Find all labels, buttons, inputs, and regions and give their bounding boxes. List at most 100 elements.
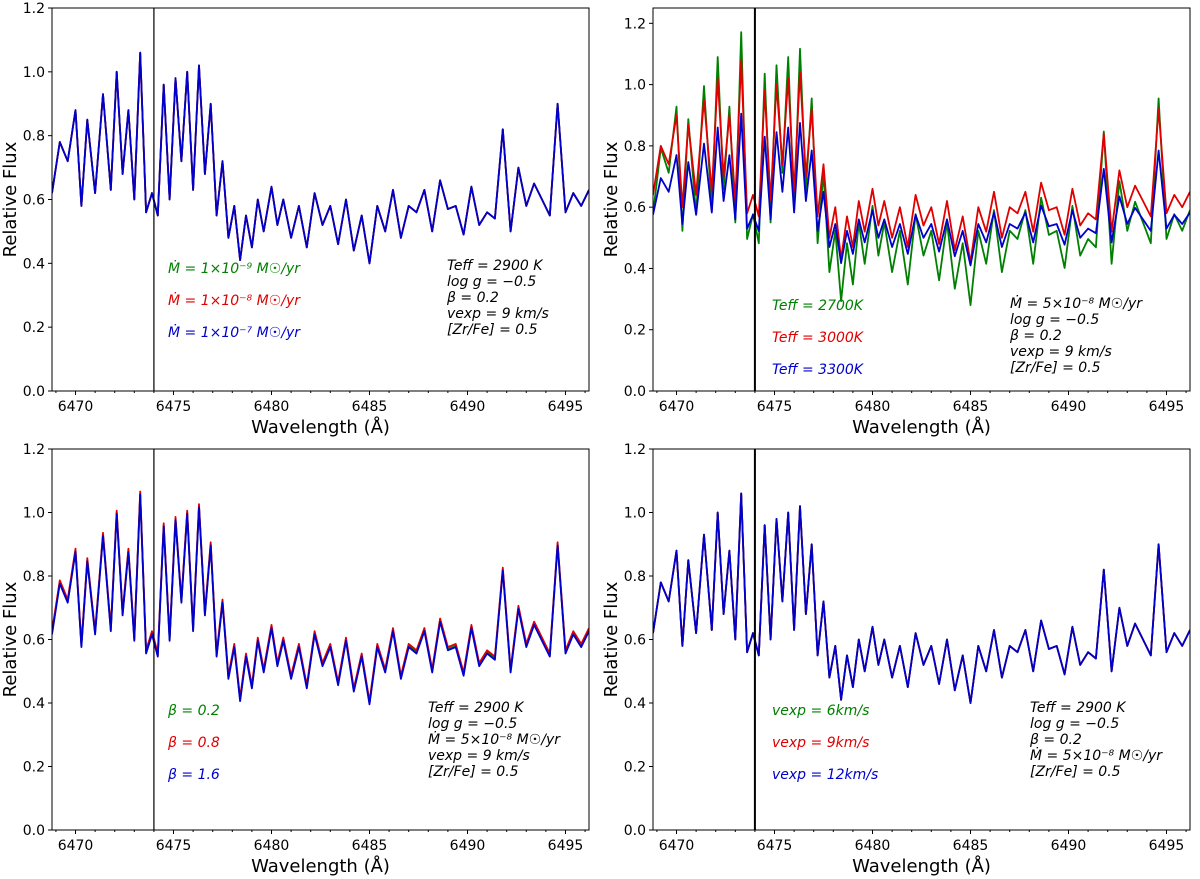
- parameter-line-4: Ṁ = 5×10⁻⁸ M☉/yr: [1030, 746, 1163, 764]
- legend-entry-3: Teff = 3300K: [772, 362, 865, 378]
- x-tick-label: 6475: [156, 399, 192, 415]
- y-axis-label: Relative Flux: [601, 141, 622, 257]
- parameter-line-3: β = 0.2: [1009, 328, 1062, 344]
- parameter-line-5: [Zr/Fe] = 0.5: [1010, 360, 1101, 376]
- legend-entry-1: Teff = 2700K: [772, 298, 865, 314]
- legend-entry-3: Ṁ = 1×10⁻⁷ M☉/yr: [168, 323, 301, 341]
- x-tick-label: 6480: [254, 399, 290, 415]
- y-tick-label: 0.4: [23, 696, 45, 712]
- y-tick-label: 0.4: [624, 261, 646, 277]
- y-tick-label: 0.2: [624, 323, 646, 339]
- y-tick-label: 0.6: [624, 200, 646, 216]
- parameter-line-2: log g = −0.5: [428, 716, 517, 732]
- y-tick-label: 0.2: [624, 760, 646, 776]
- series-line-3: [52, 51, 589, 265]
- series-line-2: [52, 51, 589, 265]
- series-line-2: [653, 59, 1190, 264]
- y-tick-label: 0.0: [624, 823, 646, 839]
- y-tick-label: 0.4: [23, 256, 45, 272]
- parameter-line-1: Ṁ = 5×10⁻⁸ M☉/yr: [1010, 294, 1143, 312]
- series-line-2: [52, 490, 589, 702]
- legend-entry-2: vexp = 9km/s: [772, 735, 869, 751]
- parameter-line-3: Ṁ = 5×10⁻⁸ M☉/yr: [428, 730, 561, 748]
- y-tick-label: 0.8: [23, 129, 45, 145]
- parameter-line-1: Teff = 2900 K: [428, 700, 525, 716]
- parameter-line-5: [Zr/Fe] = 0.5: [447, 322, 538, 338]
- x-tick-label: 6475: [156, 838, 192, 854]
- legend-entry-3: vexp = 12km/s: [772, 767, 878, 783]
- y-tick-label: 1.2: [23, 442, 45, 458]
- parameter-line-4: vexp = 9 km/s: [428, 748, 530, 764]
- x-tick-label: 6485: [352, 399, 388, 415]
- y-tick-label: 0.6: [23, 193, 45, 209]
- y-tick-label: 0.2: [23, 320, 45, 336]
- parameter-line-2: log g = −0.5: [1010, 312, 1099, 328]
- x-tick-label: 6480: [855, 838, 891, 854]
- parameter-line-1: Teff = 2900 K: [1030, 700, 1127, 716]
- y-tick-label: 1.0: [624, 78, 646, 94]
- legend-entry-2: Teff = 3000K: [772, 330, 865, 346]
- x-tick-label: 6490: [450, 838, 486, 854]
- x-tick-label: 6475: [757, 838, 793, 854]
- x-tick-label: 6480: [855, 399, 891, 415]
- y-tick-label: 1.2: [23, 1, 45, 17]
- parameter-line-3: β = 0.2: [446, 290, 499, 306]
- series-line-3: [653, 112, 1190, 267]
- x-tick-label: 6495: [1149, 838, 1185, 854]
- x-tick-label: 6485: [352, 838, 388, 854]
- y-tick-label: 0.8: [23, 569, 45, 585]
- parameter-line-4: vexp = 9 km/s: [447, 306, 549, 322]
- y-tick-label: 0.0: [23, 384, 45, 400]
- x-tick-label: 6475: [757, 399, 793, 415]
- y-tick-label: 1.0: [23, 65, 45, 81]
- series-line-3: [52, 493, 589, 706]
- y-tick-label: 0.2: [23, 760, 45, 776]
- panel-bottom-left: 6470 6475 6480 6485 6490 6495 0.0 0.2 0.4 0.6 0.8 1…: [0, 442, 590, 877]
- legend-entry-1: vexp = 6km/s: [772, 703, 869, 719]
- plot-frame: [652, 7, 1191, 392]
- series-line-2: [653, 492, 1190, 704]
- parameter-line-5: [Zr/Fe] = 0.5: [1030, 764, 1121, 780]
- panel-top-right: 6470 6475 6480 6485 6490 6495 0.0 0.2 0.4 0.6 0.8 1…: [601, 7, 1191, 438]
- x-tick-label: 6490: [1051, 838, 1087, 854]
- x-axis-label: Wavelength (Å): [251, 416, 390, 438]
- series-line-1: [52, 51, 589, 265]
- panel-top-left: 6470 6475 6480 6485 6490 6495 0.0 0.2 0.4 0.6 0.8 1…: [0, 1, 590, 438]
- legend-entry-2: Ṁ = 1×10⁻⁸ M☉/yr: [168, 291, 301, 309]
- y-tick-label: 0.0: [624, 384, 646, 400]
- legend-entry-1: Ṁ = 1×10⁻⁹ M☉/yr: [168, 259, 301, 277]
- parameter-line-4: vexp = 9 km/s: [1010, 344, 1112, 360]
- x-tick-label: 6480: [254, 838, 290, 854]
- x-tick-label: 6495: [548, 399, 584, 415]
- x-tick-label: 6495: [548, 838, 584, 854]
- legend-entry-2: β = 0.8: [167, 735, 220, 751]
- y-tick-label: 1.2: [624, 16, 646, 32]
- y-axis-label: Relative Flux: [0, 581, 21, 697]
- x-tick-label: 6485: [953, 399, 989, 415]
- x-tick-label: 6490: [450, 399, 486, 415]
- parameter-line-5: [Zr/Fe] = 0.5: [428, 764, 519, 780]
- x-tick-label: 6470: [58, 838, 94, 854]
- x-axis-label: Wavelength (Å): [251, 855, 390, 877]
- x-axis-label: Wavelength (Å): [852, 855, 991, 877]
- y-tick-label: 0.0: [23, 823, 45, 839]
- y-axis-label: Relative Flux: [601, 581, 622, 697]
- x-tick-label: 6490: [1051, 399, 1087, 415]
- x-tick-label: 6470: [659, 838, 695, 854]
- x-tick-label: 6470: [58, 399, 94, 415]
- x-tick-label: 6470: [659, 399, 695, 415]
- parameter-line-1: Teff = 2900 K: [447, 258, 544, 274]
- x-axis-label: Wavelength (Å): [852, 416, 991, 438]
- parameter-line-3: β = 0.2: [1029, 732, 1082, 748]
- legend-entry-3: β = 1.6: [167, 767, 220, 783]
- y-tick-label: 0.6: [624, 633, 646, 649]
- y-tick-label: 1.0: [624, 506, 646, 522]
- x-tick-label: 6495: [1149, 399, 1185, 415]
- y-tick-label: 0.8: [624, 569, 646, 585]
- x-tick-label: 6485: [953, 838, 989, 854]
- series-line-3: [653, 492, 1190, 704]
- y-tick-label: 1.0: [23, 506, 45, 522]
- y-tick-label: 0.4: [624, 696, 646, 712]
- series-line-1: [653, 492, 1190, 704]
